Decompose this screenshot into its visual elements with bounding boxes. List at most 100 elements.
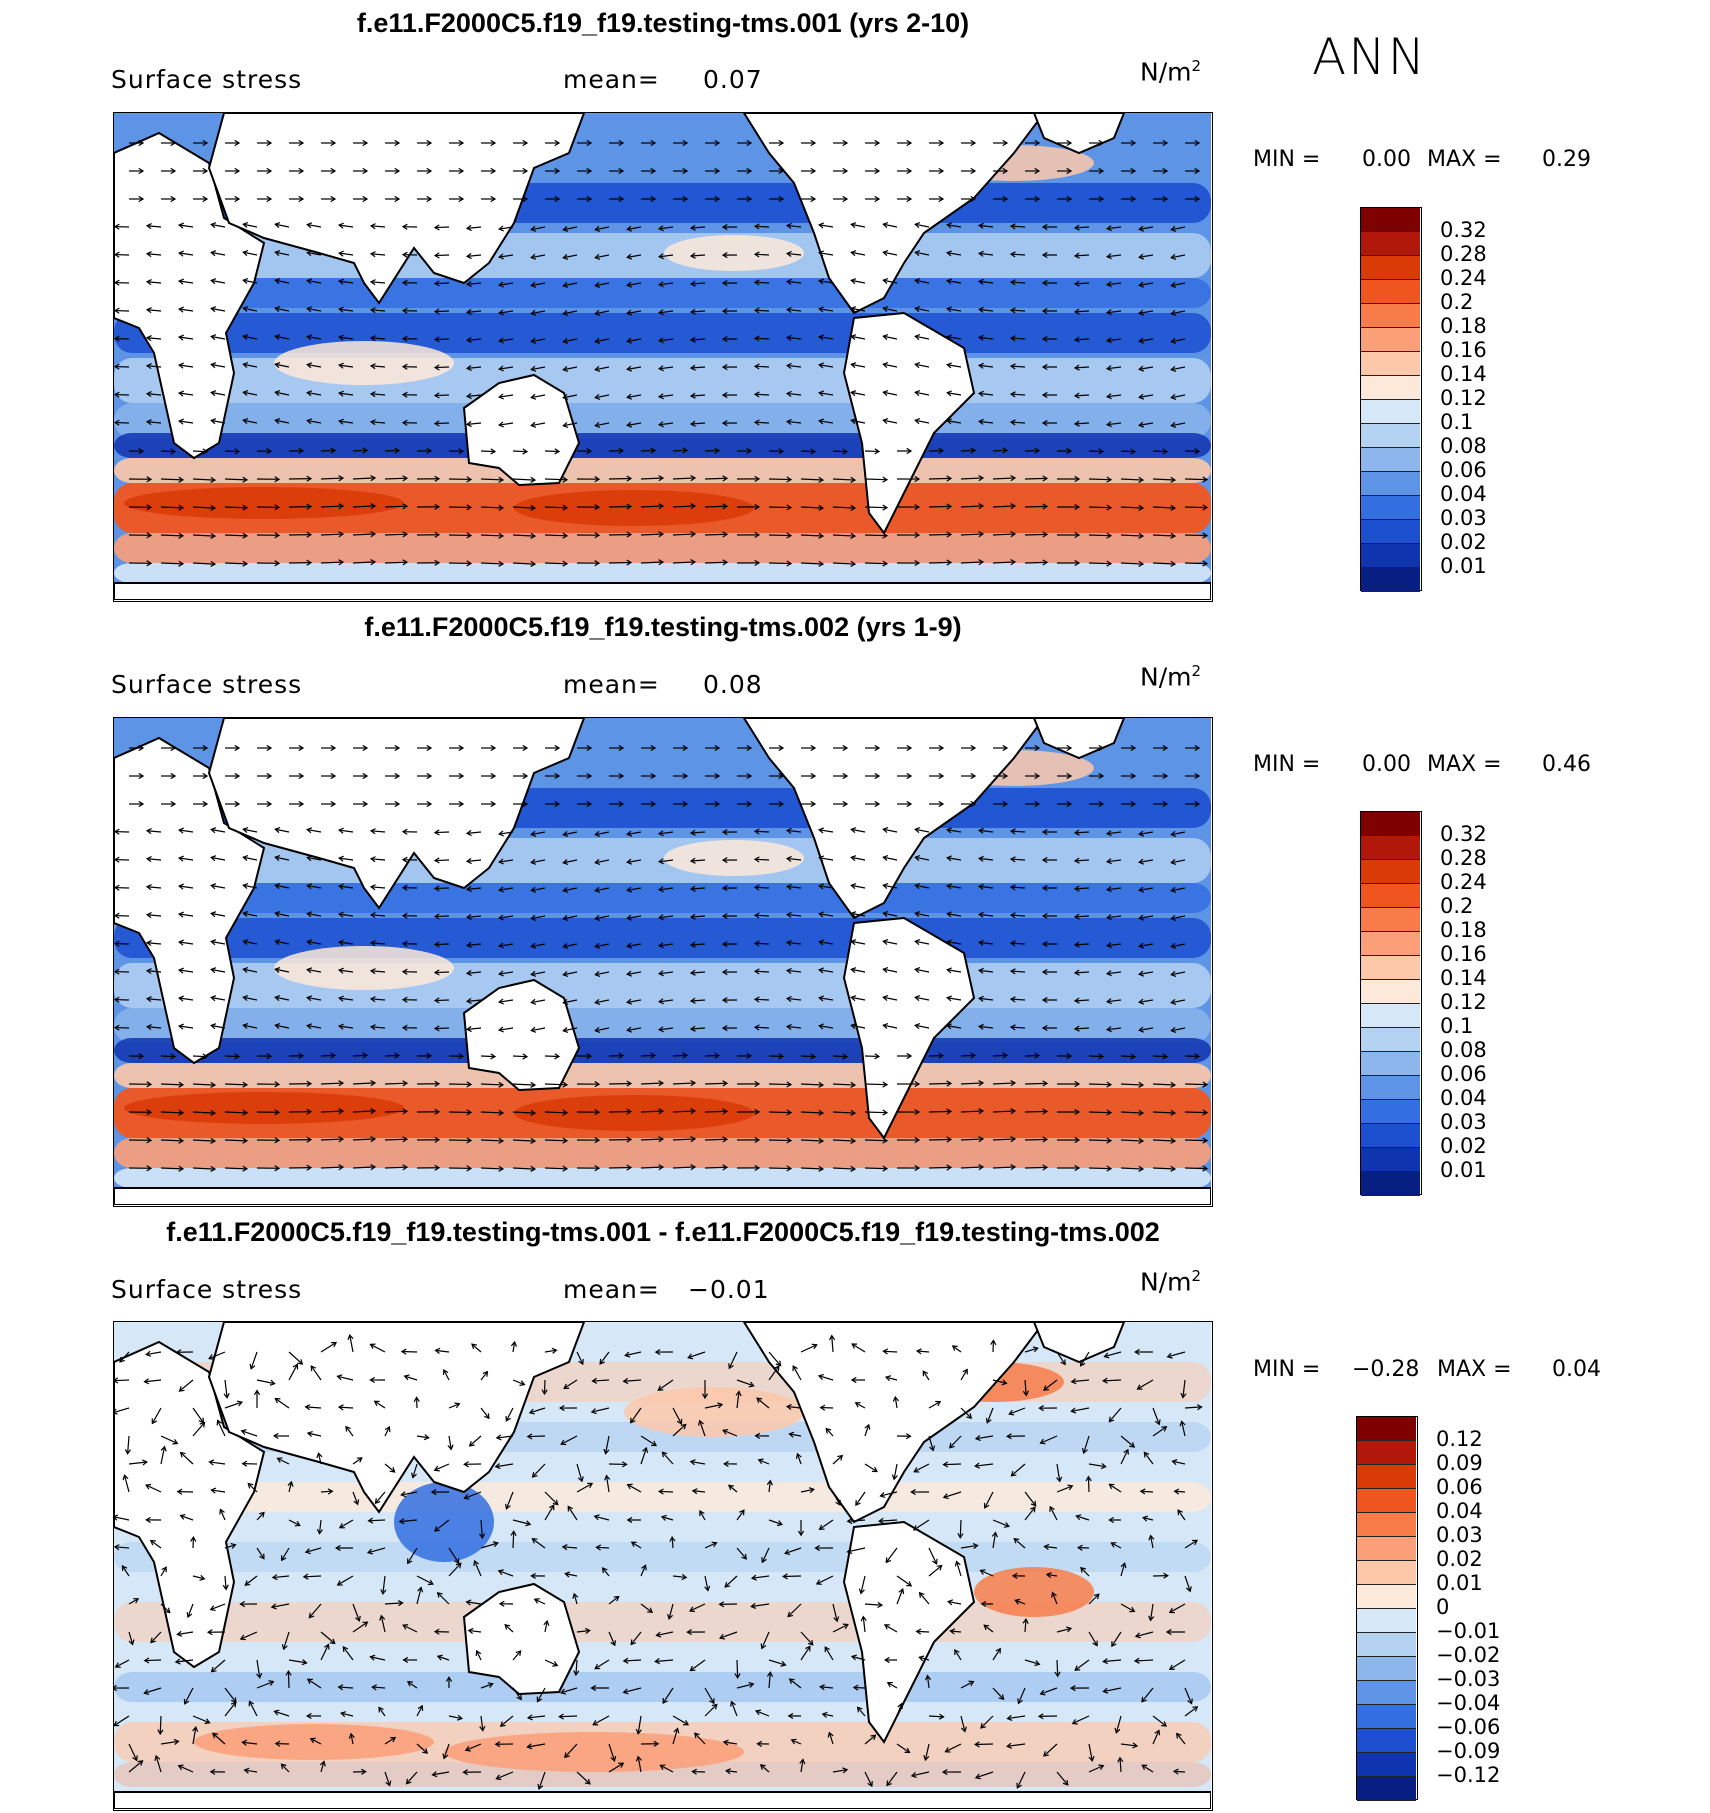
vector-arrowhead bbox=[808, 1487, 815, 1494]
vector-arrow bbox=[851, 391, 866, 396]
vector-arrowhead bbox=[938, 772, 945, 780]
vector-arrowhead bbox=[1105, 886, 1112, 893]
vector-arrow bbox=[640, 505, 664, 508]
vector-arrowhead bbox=[604, 1474, 611, 1481]
vector-arrow bbox=[1074, 971, 1090, 974]
vector-arrow bbox=[1103, 1379, 1122, 1382]
vector-arrowhead bbox=[924, 1674, 932, 1681]
vector-arrow bbox=[1088, 506, 1112, 509]
vector-arrow bbox=[1051, 1592, 1058, 1605]
vector-arrow bbox=[320, 1490, 333, 1493]
vector-arrowhead bbox=[753, 968, 760, 975]
vector-arrow bbox=[608, 561, 632, 564]
vector-arrowhead bbox=[1138, 1109, 1145, 1116]
vector-arrowhead bbox=[914, 418, 921, 425]
vector-arrowhead bbox=[522, 167, 529, 175]
vector-arrowhead bbox=[785, 995, 792, 1002]
vector-arrow bbox=[1171, 254, 1186, 259]
vector-arrow bbox=[480, 534, 504, 537]
vector-arrow bbox=[145, 1484, 162, 1493]
vector-arrow bbox=[247, 1483, 258, 1493]
vector-arrowhead bbox=[1066, 772, 1073, 780]
vector-arrowhead bbox=[785, 967, 792, 974]
vector-arrowhead bbox=[498, 225, 505, 232]
vector-arrowhead bbox=[882, 532, 889, 539]
vector-arrowhead bbox=[1073, 997, 1080, 1004]
vector-arrowhead bbox=[1009, 251, 1016, 258]
vector-arrowhead bbox=[530, 1165, 537, 1172]
vector-arrow bbox=[307, 828, 322, 833]
vector-arrowhead bbox=[337, 222, 344, 229]
panel-1-title: f.e11.F2000C5.f19_f19.testing-tms.001 (y… bbox=[356, 8, 970, 38]
vector-arrow bbox=[924, 1743, 930, 1761]
vector-arrow bbox=[754, 886, 770, 889]
vector-arrow bbox=[307, 884, 322, 889]
vector-arrow bbox=[1174, 1770, 1186, 1773]
vector-arrowhead bbox=[753, 419, 760, 426]
vector-arrow bbox=[407, 1547, 418, 1564]
vector-arrow bbox=[147, 970, 162, 973]
vector-arrow bbox=[243, 940, 258, 945]
vector-arrow bbox=[531, 422, 546, 427]
vector-arrow bbox=[984, 1491, 994, 1509]
colorbar-tick-label: 0.16 bbox=[1440, 942, 1487, 966]
vector-arrowhead bbox=[810, 195, 817, 203]
vector-arrowhead bbox=[690, 503, 697, 510]
vector-arrowhead bbox=[210, 1109, 217, 1116]
vector-arrowhead bbox=[970, 167, 977, 175]
vector-arrowhead bbox=[305, 1712, 312, 1720]
contour-blob bbox=[514, 490, 754, 526]
vector-arrowhead bbox=[657, 253, 664, 260]
vector-arrow bbox=[320, 533, 344, 536]
vector-arrow bbox=[860, 1575, 866, 1594]
vector-arrowhead bbox=[818, 418, 825, 425]
vector-arrowhead bbox=[714, 139, 721, 147]
vector-arrowhead bbox=[436, 1591, 443, 1598]
vector-arrow bbox=[1149, 1603, 1154, 1621]
vector-arrowhead bbox=[114, 223, 120, 230]
vector-arrow bbox=[915, 856, 930, 861]
vector-arrowhead bbox=[467, 1627, 474, 1634]
vector-arrowhead bbox=[914, 334, 921, 341]
vector-arrowhead bbox=[954, 1560, 961, 1567]
vector-arrowhead bbox=[741, 1553, 748, 1560]
vector-arrowhead bbox=[1098, 448, 1105, 455]
contour-band bbox=[114, 1168, 1211, 1188]
vector-arrowhead bbox=[818, 967, 825, 974]
vector-arrowhead bbox=[818, 1081, 825, 1088]
vector-arrowhead bbox=[114, 419, 120, 426]
land-mass bbox=[114, 1187, 1211, 1205]
colorbar-swatch bbox=[1361, 328, 1420, 352]
vector-arrow bbox=[370, 886, 386, 889]
vector-arrowhead bbox=[266, 448, 273, 455]
vector-arrow bbox=[608, 1110, 632, 1113]
vector-arrowhead bbox=[855, 1500, 861, 1507]
vector-arrow bbox=[947, 336, 962, 340]
vector-arrowhead bbox=[690, 475, 697, 482]
vector-arrow bbox=[1071, 1407, 1090, 1412]
vector-arrow bbox=[544, 1111, 568, 1114]
colorbar-swatch bbox=[1361, 1172, 1420, 1196]
vector-arrow bbox=[1120, 534, 1144, 537]
vector-arrowhead bbox=[401, 884, 408, 891]
vector-arrowhead bbox=[475, 1649, 482, 1656]
vector-arrowhead bbox=[1066, 167, 1073, 175]
vector-arrow bbox=[864, 1111, 888, 1114]
vector-arrowhead bbox=[850, 1165, 857, 1172]
vector-arrow bbox=[947, 941, 962, 945]
vector-arrow bbox=[1139, 1027, 1154, 1031]
vector-arrowhead bbox=[114, 1377, 119, 1384]
vector-arrow bbox=[851, 828, 866, 833]
vector-arrow bbox=[1074, 943, 1090, 946]
vector-arrowhead bbox=[338, 1108, 345, 1115]
vector-arrow bbox=[928, 1401, 941, 1409]
vector-arrowhead bbox=[150, 1637, 156, 1644]
vector-arrowhead bbox=[530, 998, 537, 1005]
vector-arrow bbox=[349, 1334, 354, 1353]
vector-arrowhead bbox=[1092, 1640, 1098, 1647]
vector-arrowhead bbox=[914, 250, 921, 257]
vector-arrow bbox=[832, 562, 856, 565]
vector-arrow bbox=[211, 1659, 226, 1673]
vector-arrowhead bbox=[977, 827, 984, 834]
vector-arrowhead bbox=[462, 1769, 469, 1776]
